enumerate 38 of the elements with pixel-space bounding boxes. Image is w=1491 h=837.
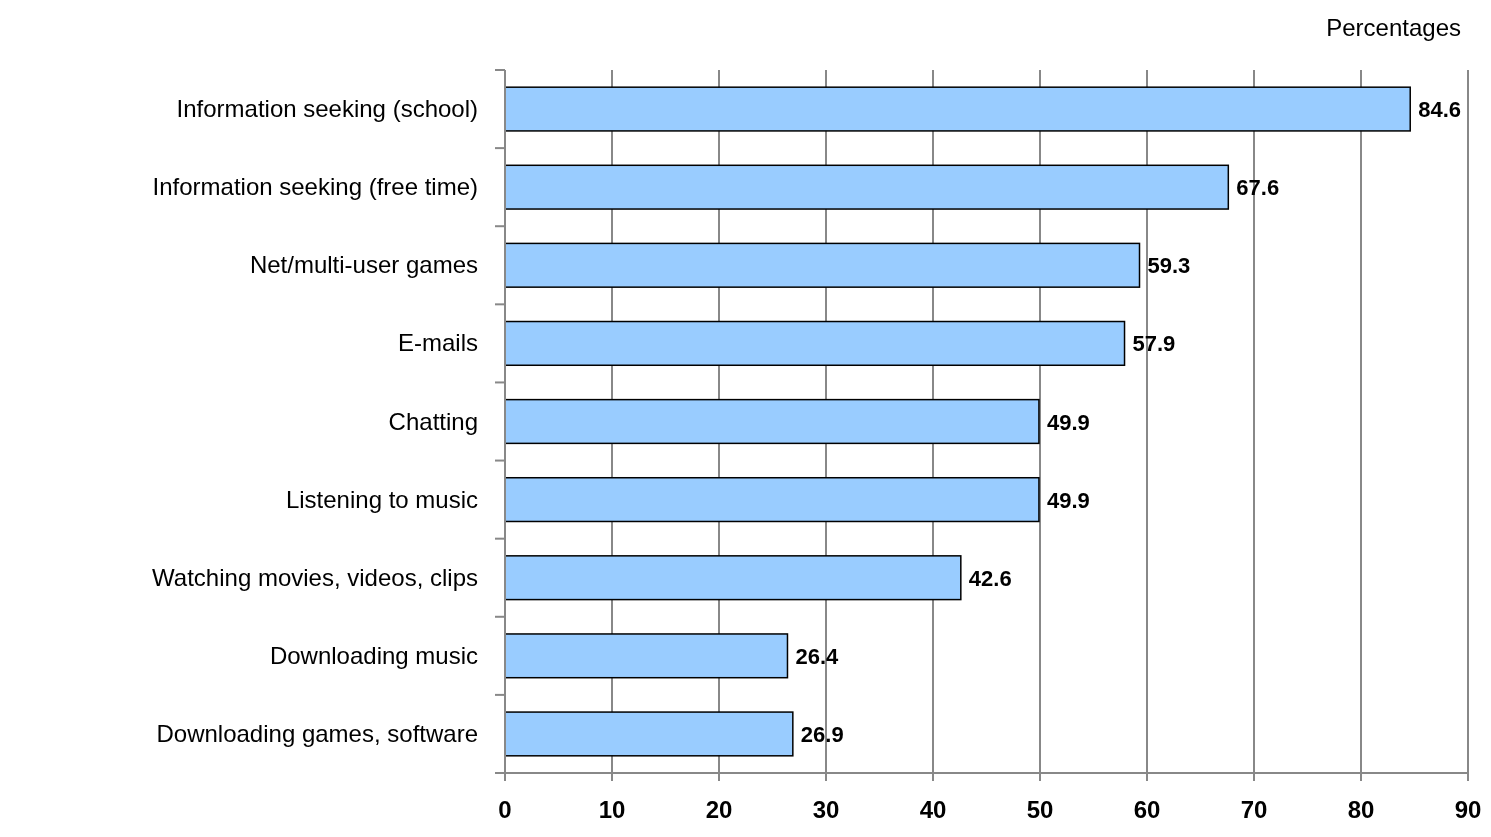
data-label: 67.6 [1236,175,1280,201]
y-tick-label: Net/multi-user games [249,251,478,279]
bar [504,555,962,601]
bar [504,86,1411,132]
x-tick-label: 80 [1347,796,1375,823]
x-tick-label: 30 [812,796,840,823]
y-tick-label: Downloading music [269,641,478,669]
bar [504,476,1040,523]
x-tick-label: 50 [1026,796,1054,823]
bar [504,320,1126,367]
data-label: 42.6 [968,565,1012,591]
y-tick-label: Information seeking (free time) [152,173,478,201]
y-tick-label: Listening to music [285,485,478,513]
data-label: 49.9 [1046,409,1090,435]
x-tick-label: 10 [598,796,626,823]
data-label: 26.9 [800,721,844,747]
data-label: 49.9 [1046,487,1090,513]
y-tick-label: Watching movies, videos, clips [152,563,478,591]
data-label: 84.6 [1418,97,1462,123]
data-label: 26.4 [795,643,840,669]
bar [504,711,794,757]
y-tick-label: Downloading games, software [156,719,478,747]
x-tick-label: 20 [705,796,733,823]
bar [504,242,1141,288]
bar [504,164,1230,210]
x-axis-title: Percentages [1326,14,1461,41]
x-tick-label: 60 [1133,796,1161,823]
bar [504,633,789,679]
x-tick-label: 40 [919,796,947,823]
y-tick-label: E-mails [397,329,478,357]
x-tick-label: 70 [1240,796,1268,823]
bar [504,398,1040,445]
data-label: 59.3 [1147,253,1191,279]
x-tick-label: 0 [498,796,512,823]
y-tick-label: Information seeking (school) [176,95,478,123]
y-tick-label: Chatting [388,407,478,435]
data-label: 57.9 [1132,331,1176,357]
x-tick-label: 90 [1454,796,1482,823]
